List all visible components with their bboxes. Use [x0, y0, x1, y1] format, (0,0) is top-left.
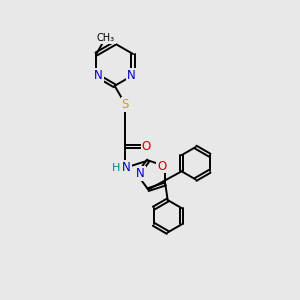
Text: N: N — [136, 167, 145, 180]
Text: O: O — [157, 160, 167, 172]
Text: N: N — [122, 161, 131, 174]
Text: N: N — [94, 69, 103, 82]
Text: H: H — [112, 163, 121, 173]
Text: N: N — [127, 69, 135, 82]
Text: O: O — [142, 140, 151, 153]
Text: CH₃: CH₃ — [97, 33, 115, 43]
Text: S: S — [122, 98, 129, 111]
